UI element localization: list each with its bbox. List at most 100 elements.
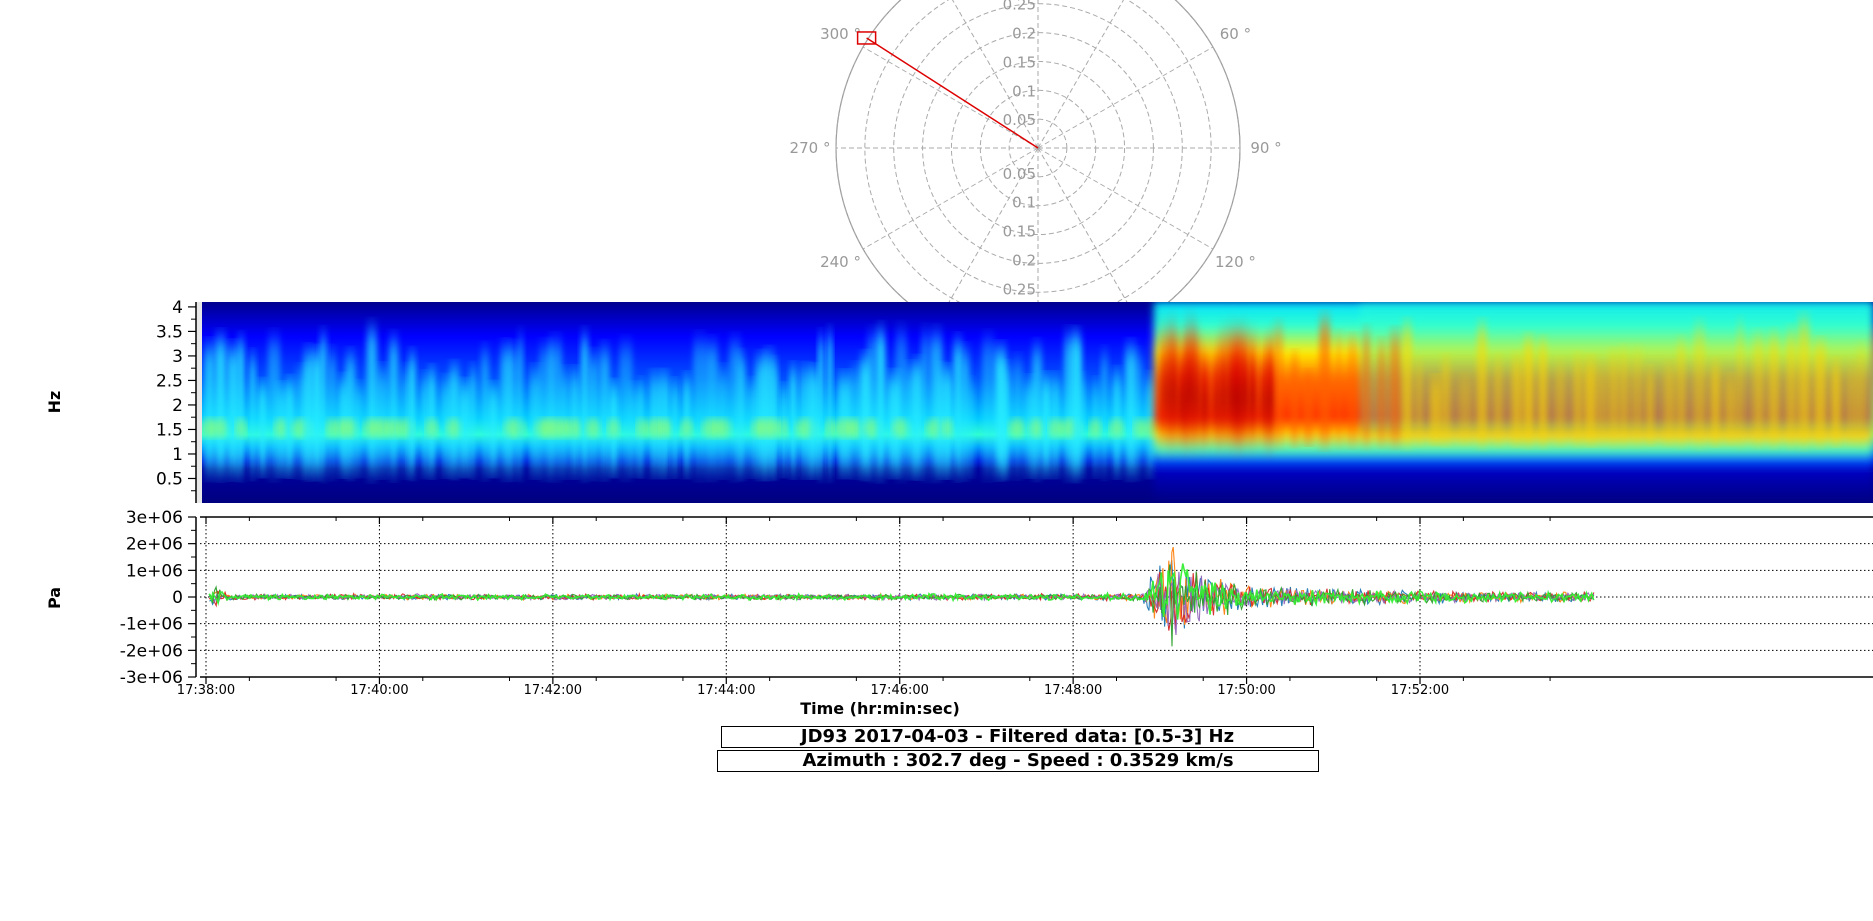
waveform-tick-label: 2e+06 bbox=[126, 535, 183, 555]
spectrogram-streak bbox=[693, 342, 707, 470]
spectrogram-event-streak bbox=[1710, 364, 1721, 440]
spectrogram-streak bbox=[408, 357, 416, 470]
spectrogram-streak bbox=[599, 350, 610, 470]
spectrogram-streak bbox=[1101, 355, 1109, 470]
polar-spoke bbox=[936, 147, 1039, 324]
spectrogram-streak bbox=[328, 355, 336, 470]
spectrogram-event-streak bbox=[1303, 374, 1314, 440]
spectrogram-event-streak bbox=[1786, 333, 1797, 440]
spectrogram-streak bbox=[237, 342, 245, 470]
azimuth-speed-caption: Azimuth : 302.7 deg - Speed : 0.3529 km/… bbox=[717, 750, 1319, 772]
spectrogram-event-core bbox=[1200, 339, 1210, 450]
spectrogram-event-streak bbox=[1856, 348, 1866, 440]
spectrogram-blob bbox=[386, 418, 402, 438]
spectrogram-tick-label: 1.5 bbox=[156, 420, 183, 440]
spectrogram-tick-label: 2 bbox=[172, 396, 183, 416]
spectrogram-streak bbox=[827, 336, 833, 470]
spectrogram-streak bbox=[303, 353, 315, 470]
waveform-panel: 3e+06 2e+06 1e+06 0 -1e+06 -2e+06 -3e+06 17:38… bbox=[45, 508, 1873, 718]
spectrogram-event-streak bbox=[1596, 366, 1608, 440]
waveform-x-tick-label: 17:52:00 bbox=[1391, 683, 1449, 698]
spectrogram-event-streak bbox=[1555, 364, 1565, 440]
spectrogram-streak bbox=[969, 383, 975, 470]
polar-spoke bbox=[951, 0, 1039, 149]
spectrogram-streak bbox=[354, 387, 364, 470]
spectrogram-event-streak bbox=[1319, 321, 1331, 440]
spectrogram-blob bbox=[585, 418, 601, 438]
waveform-x-tick-label: 17:48:00 bbox=[1044, 683, 1102, 698]
polar-spoke bbox=[1037, 147, 1140, 324]
polar-angle-label: 270 ° bbox=[790, 139, 831, 157]
polar-radial-label: 0.1 bbox=[1012, 82, 1036, 100]
spectrogram-streak bbox=[729, 343, 742, 470]
spectrogram-streak bbox=[258, 385, 267, 470]
spectrogram-blob bbox=[825, 418, 834, 438]
spectrogram-streak bbox=[388, 341, 399, 470]
spectrogram-event-streak bbox=[1725, 377, 1737, 440]
waveform-x-tick-label: 17:44:00 bbox=[697, 683, 755, 698]
spectrogram-event-streak bbox=[1768, 336, 1780, 440]
polar-angle-label: 300 ° bbox=[820, 25, 861, 43]
spectrogram-streak bbox=[480, 352, 490, 470]
spectrogram-blob bbox=[769, 418, 780, 438]
spectrogram-event-streak bbox=[1646, 370, 1654, 440]
spectrogram-streak bbox=[285, 382, 295, 470]
spectrogram-streak bbox=[1124, 349, 1137, 470]
waveform-traces bbox=[208, 546, 1595, 647]
polar-spoke bbox=[862, 46, 1039, 149]
spectrogram-blob bbox=[1133, 418, 1146, 438]
spectrogram-blob bbox=[326, 418, 339, 438]
spectrogram-event-core bbox=[1248, 329, 1257, 450]
spectrogram-streak bbox=[859, 359, 871, 470]
spectrogram-blob bbox=[372, 418, 392, 438]
polar-angle-label: 240 ° bbox=[820, 253, 861, 271]
spectrogram-streak bbox=[227, 350, 239, 470]
spectrogram-event-streak bbox=[1523, 340, 1534, 440]
polar-angle-label: 120 ° bbox=[1215, 253, 1256, 271]
waveform-y-ticks: 3e+06 2e+06 1e+06 0 -1e+06 -2e+06 -3e+06 bbox=[120, 508, 196, 688]
polar-radial-label: 0.15 bbox=[1003, 53, 1036, 71]
spectrogram-streak bbox=[529, 372, 541, 470]
spectrogram-blob bbox=[558, 418, 571, 438]
spectrogram-streak bbox=[1002, 368, 1011, 470]
spectrogram-event-streak bbox=[1511, 358, 1523, 440]
spectrogram-streak bbox=[319, 337, 327, 470]
spectrogram-event-streak bbox=[1619, 351, 1629, 440]
spectrogram-panel: 0.5 1 1.5 2 2.5 3 3.5 4 Hz bbox=[45, 298, 1873, 503]
waveform-tick-label: 3e+06 bbox=[126, 508, 183, 528]
polar-radial-label: 0.15 bbox=[1003, 223, 1036, 241]
spectrogram-event-streak bbox=[1693, 326, 1706, 440]
waveform-tick-label: -3e+06 bbox=[120, 668, 183, 688]
spectrogram-streak bbox=[580, 338, 589, 470]
spectrogram-streak bbox=[866, 337, 879, 470]
spectrogram-event-streak bbox=[1737, 325, 1744, 440]
spectrogram-event-streak bbox=[1664, 365, 1675, 440]
spectrogram-streak bbox=[215, 340, 227, 470]
spectrogram-event-streak bbox=[1377, 345, 1386, 440]
polar-spoke bbox=[862, 147, 1039, 250]
spectrogram-event-streak bbox=[1494, 359, 1503, 440]
spectrogram-streak bbox=[1011, 362, 1023, 470]
spectrogram-streak bbox=[1080, 379, 1087, 470]
polar-azimuth-line bbox=[866, 37, 1039, 149]
polar-angle-label: 90 ° bbox=[1250, 139, 1281, 157]
spectrogram-blob bbox=[942, 418, 954, 438]
spectrogram-event-streak bbox=[1871, 333, 1873, 440]
spectrogram-event-streak bbox=[1676, 343, 1686, 440]
spectrogram-event-streak bbox=[1584, 360, 1597, 440]
spectrogram-blob bbox=[211, 418, 230, 438]
spectrogram-blob bbox=[1109, 418, 1125, 438]
waveform-trace bbox=[209, 564, 1595, 647]
waveform-trace bbox=[208, 563, 1595, 620]
spectrogram-streak bbox=[440, 381, 452, 470]
spectrogram-streak bbox=[912, 364, 923, 470]
spectrogram-event-core bbox=[1191, 323, 1202, 450]
spectrogram-streak bbox=[366, 330, 378, 470]
spectrogram-event-core bbox=[1177, 334, 1189, 450]
polar-angle-label: 60 ° bbox=[1220, 25, 1251, 43]
spectrogram-event-streak bbox=[1797, 321, 1810, 440]
polar-radial-label: 0.05 bbox=[1003, 165, 1036, 183]
waveform-x-tick-label: 17:42:00 bbox=[524, 683, 582, 698]
polar-plot: 0.050.050.10.10.150.150.20.20.250.250.30… bbox=[790, 0, 1282, 385]
spectrogram-event-core bbox=[1232, 327, 1244, 450]
